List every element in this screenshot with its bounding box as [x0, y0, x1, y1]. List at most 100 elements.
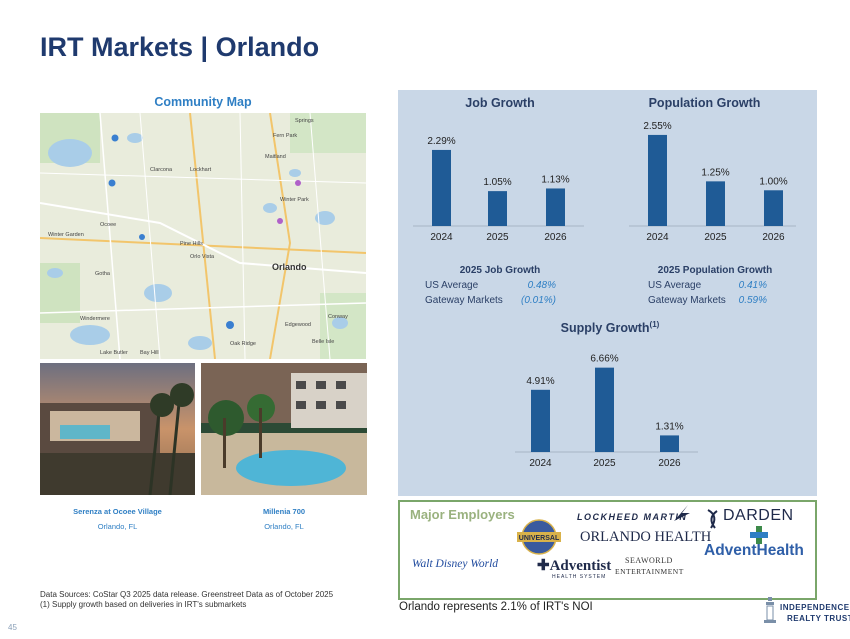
- darden-mark-icon: [705, 508, 721, 530]
- job-stats-gateway-value: (0.01%): [520, 295, 556, 306]
- job-growth-value-label-2025: 1.05%: [483, 177, 511, 188]
- population-growth-chart: 2.55% 2024 1.25% 2025 1.00% 2026: [629, 121, 796, 243]
- walt-disney-world-logo: Walt Disney World: [412, 558, 499, 570]
- adventist-logo: ✚Adventist: [537, 556, 611, 575]
- supply-growth-title: Supply Growth(1): [540, 320, 680, 335]
- map-label-springs: Springs: [295, 118, 314, 124]
- map-label-bay-hill: Bay Hill: [140, 350, 159, 356]
- pop-stats-gateway-value: 0.59%: [738, 295, 767, 306]
- population-growth-bar-2025: [706, 181, 725, 226]
- map-label-lockhart: Lockhart: [190, 167, 212, 173]
- adventist-subtitle: HEALTH SYSTEM: [552, 574, 607, 580]
- supply-growth-bar-2026: [660, 435, 679, 452]
- adventist-name: Adventist: [549, 558, 612, 574]
- population-growth-value-label-2026: 1.00%: [759, 176, 787, 187]
- population-growth-bar-2024: [648, 134, 667, 226]
- job-stats-us-label: US Average: [425, 280, 479, 291]
- population-growth-bar-2026: [764, 190, 783, 226]
- community-photo-millenia: [201, 363, 367, 495]
- job-growth-bar-2025: [488, 191, 507, 226]
- job-growth-category-label-2025: 2025: [486, 232, 509, 243]
- seaworld-subtitle: ENTERTAINMENT: [615, 567, 684, 576]
- darden-logo: DARDEN: [723, 507, 794, 524]
- advent-health-logo: AdventHealth: [704, 542, 804, 559]
- advent-health-cross-icon: [748, 526, 770, 544]
- pop-stats-title: 2025 Population Growth: [657, 265, 773, 276]
- map-label-winter-park: Winter Park: [280, 197, 309, 203]
- population-growth-value-label-2025: 1.25%: [701, 167, 729, 178]
- map-label-ocoee: Ocoee: [100, 222, 116, 228]
- job-growth-value-label-2024: 2.29%: [427, 136, 455, 147]
- supply-growth-bar-2024: [531, 389, 550, 452]
- job-growth-category-label-2026: 2026: [544, 232, 567, 243]
- lockheed-martin-logo: LOCKHEED MARTIN: [577, 512, 688, 522]
- supply-growth-category-label-2025: 2025: [593, 458, 616, 469]
- page-title: IRT Markets | Orlando: [40, 32, 320, 62]
- job-stats-gateway-label: Gateway Markets: [425, 295, 503, 306]
- supply-growth-value-label-2024: 4.91%: [526, 376, 554, 387]
- supply-growth-bar-2025: [595, 367, 614, 452]
- supply-growth-category-label-2026: 2026: [658, 458, 681, 469]
- population-growth-value-label-2024: 2.55%: [643, 121, 671, 132]
- pop-stats-us-label: US Average: [648, 280, 702, 291]
- community-location-millenia: Orlando, FL: [264, 522, 304, 531]
- supply-growth-title-text: Supply Growth: [560, 321, 650, 336]
- job-growth-bar-2024: [432, 149, 451, 226]
- job-growth-category-label-2024: 2024: [430, 232, 453, 243]
- population-growth-title: Population Growth: [648, 96, 761, 110]
- community-photo-serenza: [40, 363, 195, 495]
- supply-growth-value-label-2026: 1.31%: [655, 421, 683, 432]
- seaworld-logo: SEAWORLD: [625, 556, 673, 565]
- map-label-belle-isle: Belle Isle: [312, 339, 334, 345]
- adventist-cross-icon: ✚: [537, 558, 550, 574]
- irt-logo-line1: INDEPENDENCE: [780, 603, 850, 612]
- community-map: Fern Park Maitland Clarcona Lockhart Win…: [40, 113, 366, 359]
- map-graphic: Fern Park Maitland Clarcona Lockhart Win…: [40, 113, 366, 359]
- population-growth-category-label-2025: 2025: [704, 232, 727, 243]
- pop-stats-gateway-label: Gateway Markets: [648, 295, 726, 306]
- map-label-oak-ridge: Oak Ridge: [230, 341, 256, 347]
- job-stats-title: 2025 Job Growth: [459, 265, 541, 276]
- map-label-winter-garden: Winter Garden: [48, 232, 84, 238]
- community-name-serenza: Serenza at Ocoee Village: [73, 507, 162, 516]
- map-label-maitland: Maitland: [265, 154, 286, 160]
- map-label-clarcona: Clarcona: [150, 167, 173, 173]
- map-label-orlo-vista: Orlo Vista: [190, 254, 215, 260]
- supply-growth-category-label-2024: 2024: [529, 458, 552, 469]
- community-name-millenia: Millenia 700: [262, 507, 306, 516]
- population-growth-category-label-2024: 2024: [646, 232, 669, 243]
- job-growth-value-label-2026: 1.13%: [541, 174, 569, 185]
- universal-logo: UNIVERSAL: [517, 517, 561, 557]
- map-label-windermere: Windermere: [80, 316, 110, 322]
- supply-growth-footnote-mark: (1): [649, 320, 660, 329]
- data-sources: Data Sources: CoStar Q3 2025 data releas…: [40, 590, 333, 610]
- job-growth-chart: 2.29% 2024 1.05% 2025 1.13% 2026: [413, 136, 584, 243]
- job-growth-bar-2026: [546, 188, 565, 226]
- map-label-pine-hills: Pine Hills: [180, 241, 203, 247]
- supply-footnote: (1) Supply growth based on deliveries in…: [40, 600, 247, 609]
- map-label-conway: Conway: [328, 314, 348, 320]
- major-employers-title: Major Employers: [410, 507, 515, 522]
- map-label-orlando: Orlando: [272, 262, 307, 272]
- irt-logo-line2: REALTY TRUST: [787, 614, 850, 623]
- data-sources-line: Data Sources: CoStar Q3 2025 data releas…: [40, 590, 334, 599]
- population-growth-category-label-2026: 2026: [762, 232, 785, 243]
- job-stats-us-value: 0.48%: [527, 280, 556, 291]
- page-number: 45: [8, 623, 17, 632]
- job-growth-title: Job Growth: [465, 96, 535, 110]
- lockheed-star-icon: [672, 503, 690, 523]
- supply-growth-chart: 4.91% 2024 6.66% 2025 1.31% 2026: [515, 354, 698, 469]
- major-employers-box: [398, 500, 817, 600]
- map-label-fern-park: Fern Park: [273, 133, 297, 139]
- community-map-title: Community Map: [154, 95, 252, 109]
- noi-note: Orlando represents 2.1% of IRT's NOI: [399, 601, 593, 613]
- map-label-lake-butler: Lake Butler: [100, 350, 128, 356]
- irt-logo-icon: [762, 595, 778, 625]
- map-label-edgewood: Edgewood: [285, 322, 311, 328]
- supply-growth-value-label-2025: 6.66%: [590, 354, 618, 365]
- community-location-serenza: Orlando, FL: [97, 522, 138, 531]
- map-label-gotha: Gotha: [95, 271, 111, 277]
- orlando-health-logo: ORLANDO HEALTH: [580, 529, 712, 545]
- pop-stats-us-value: 0.41%: [738, 280, 767, 291]
- svg-text:UNIVERSAL: UNIVERSAL: [519, 535, 560, 542]
